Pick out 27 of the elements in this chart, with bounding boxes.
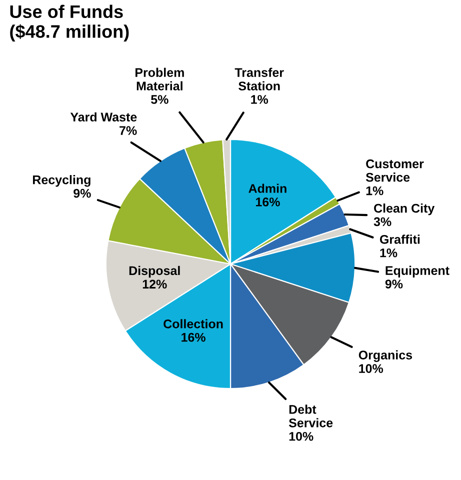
slice-label: Customer Service [366,159,424,182]
data-label: 9% [74,188,91,198]
data-label: 10% [359,364,384,373]
data-label: 1% [251,95,268,104]
data-label: 3% [374,217,392,226]
slice-label: Collection [164,319,223,328]
data-label: 10% [289,432,314,441]
slice-label: Yard Waste [70,112,137,122]
data-label: 12% [142,280,167,289]
slice-label: Debt Service [288,404,333,428]
slice-label: Clean City [374,204,435,216]
slice-label: Disposal [129,266,180,278]
data-label: 1% [380,248,398,258]
data-label: 5% [151,95,168,104]
slice-label: Equipment [386,266,450,278]
slice-label: Transfer Station [234,68,284,90]
slice-label: Graffiti [380,234,420,244]
chart-title: Use of Funds ($48.7 million) [10,4,129,42]
slice-label: Recycling [33,175,90,187]
data-label: 16% [182,332,206,342]
data-label: 1% [366,186,384,196]
slice-label: Admin [248,184,286,193]
data-label: 9% [385,280,403,288]
data-label: 7% [120,126,137,135]
slice-label: Organics [358,350,412,362]
slice-label: Problem Material [136,68,184,90]
data-label: 16% [256,198,280,206]
